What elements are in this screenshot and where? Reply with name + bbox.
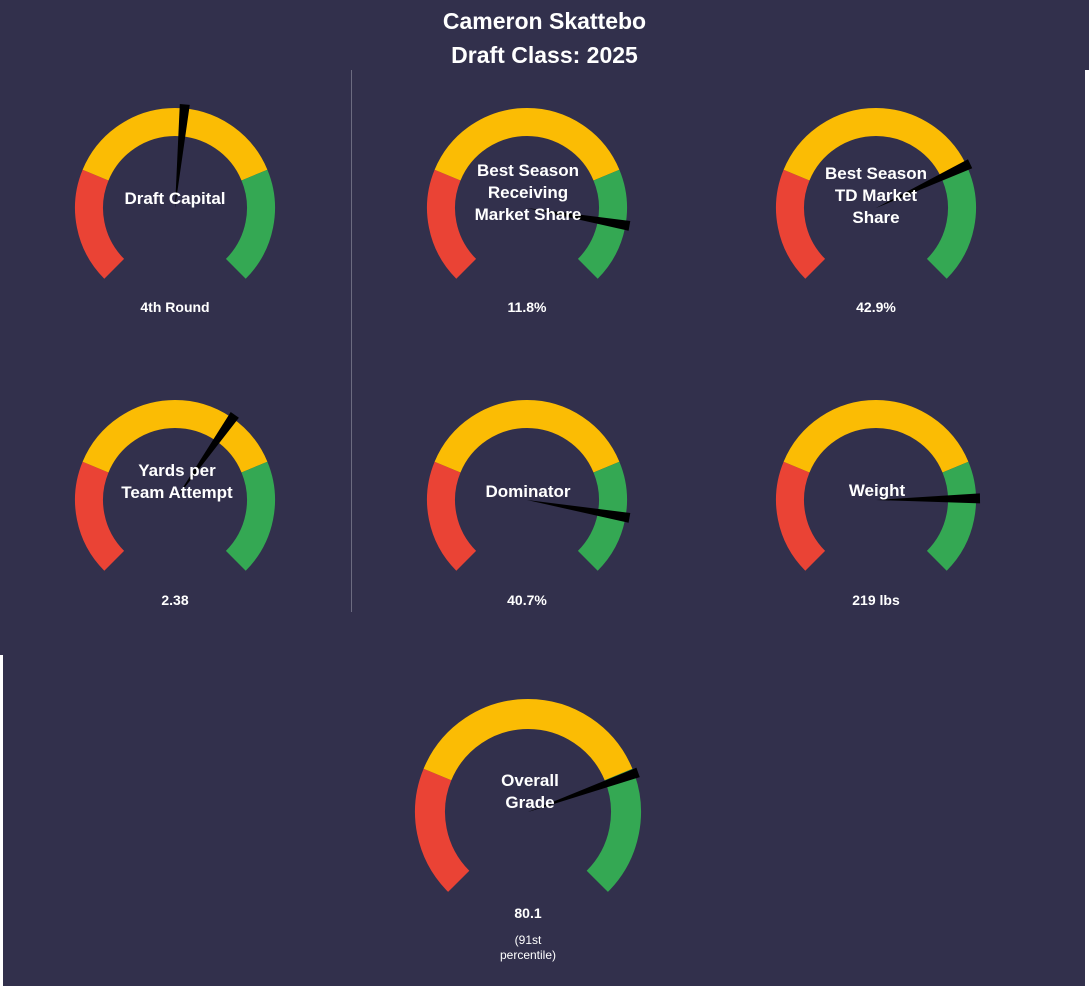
gauge-band-red (427, 169, 477, 279)
gauge-label: Overall Grade (501, 771, 559, 812)
gauge-value: 4th Round (140, 299, 210, 315)
gauge (427, 400, 631, 571)
gauge (75, 103, 275, 279)
gauge-band-yellow (82, 108, 268, 181)
gauge-label: Best Season Receiving Market Share (474, 161, 582, 224)
gauge-note: (91st percentile) (499, 933, 557, 962)
gauge-needle (175, 103, 190, 208)
gauge-label: Best Season TD Market Share (824, 164, 928, 227)
gauge-needle (175, 412, 239, 500)
gauge-value: 219 lbs (852, 592, 900, 608)
header-background (0, 0, 1089, 70)
gauge-needle (876, 159, 973, 208)
gauge-band-yellow (82, 400, 268, 473)
gauge (776, 108, 976, 279)
gauge (415, 699, 641, 892)
gauge (427, 108, 631, 279)
gauge-value: 11.8% (507, 299, 547, 315)
gauge-band-green (926, 169, 976, 279)
gauge-band-red (427, 461, 477, 571)
gauge-value: 42.9% (856, 299, 896, 315)
gauge-band-red (75, 169, 125, 279)
gauge-needle (876, 493, 981, 504)
chart-background (0, 70, 1085, 986)
gauge-value: 2.38 (161, 592, 189, 608)
gauge-needle (528, 767, 640, 812)
gauge (776, 400, 981, 571)
gauge-value: 80.1 (514, 905, 542, 921)
gauge-label: Dominator (485, 482, 571, 501)
gauge-band-yellow (434, 400, 620, 473)
gauge (75, 400, 275, 571)
gauge-band-green (586, 768, 641, 892)
gauge-band-yellow (783, 400, 969, 473)
gauge-band-yellow (783, 108, 969, 181)
background-gap (1085, 70, 1089, 986)
gauge-band-yellow (423, 699, 633, 781)
gauge-band-red (776, 169, 826, 279)
gauge-band-green (225, 461, 275, 571)
section-divider (351, 70, 352, 612)
chart-subtitle: Draft Class: 2025 (451, 42, 638, 68)
gauge-needle (527, 208, 631, 231)
gauge-band-red (75, 461, 125, 571)
gauge-band-yellow (434, 108, 620, 181)
gauge-label: Draft Capital (124, 189, 226, 208)
gauge-band-green (926, 461, 976, 571)
chart-title: Cameron Skattebo (442, 8, 647, 34)
gauge-band-red (776, 461, 826, 571)
gauge-label: Yards per Team Attempt (121, 461, 233, 502)
background-gap (0, 655, 3, 986)
gauge-band-red (415, 768, 470, 892)
gauge-label: Weight (848, 481, 906, 500)
gauge-needle (527, 500, 631, 523)
gauge-value: 40.7% (507, 592, 547, 608)
gauge-band-green (225, 169, 275, 279)
